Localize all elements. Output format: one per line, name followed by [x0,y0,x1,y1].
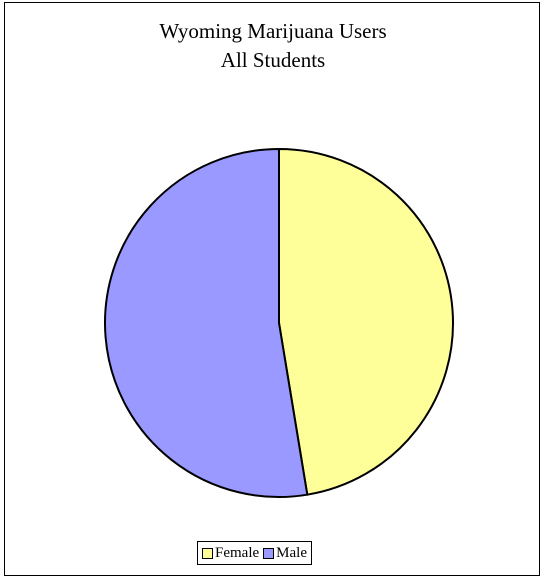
legend-label-female: Female [215,544,260,561]
chart-title-line-2: All Students [220,48,326,72]
legend-item-female: Female [202,545,259,562]
chart-legend: Female Male [197,541,312,565]
pie-slices [104,148,454,498]
legend-swatch-male [263,547,275,559]
pie-slice-female [278,148,454,496]
pie-chart [104,148,454,498]
chart-title: Wyoming Marijuana Users All Students [5,17,541,75]
chart-frame: Wyoming Marijuana Users All Students Fem… [4,2,540,576]
pie-slice-male [104,148,309,498]
legend-item-male: Male [263,545,307,562]
chart-title-line-1: Wyoming Marijuana Users [159,19,387,43]
legend-swatch-female [202,547,213,559]
legend-label-male: Male [276,544,307,561]
